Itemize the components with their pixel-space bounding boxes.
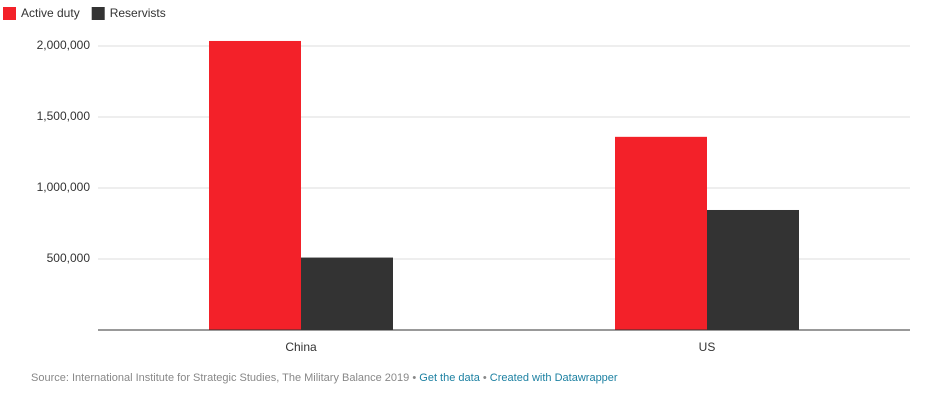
- legend-swatch: [3, 7, 16, 20]
- bar: [615, 136, 707, 330]
- y-tick-label: 1,500,000: [37, 109, 91, 123]
- legend-label: Active duty: [21, 6, 80, 20]
- source: Source: International Institute for Stra…: [31, 372, 410, 384]
- y-tick-label: 500,000: [47, 251, 91, 265]
- legend-swatch: [91, 7, 105, 20]
- x-tick-label: China: [285, 340, 317, 354]
- separator: •: [482, 372, 487, 384]
- bar: [209, 40, 301, 331]
- bar: [301, 257, 393, 330]
- x-tick-label: US: [699, 340, 716, 354]
- separator: •: [412, 372, 417, 384]
- bar: [707, 209, 799, 330]
- get-data-link[interactable]: Get the data: [419, 372, 480, 384]
- footer: Source: International Institute for Stra…: [31, 372, 618, 384]
- legend-label: Reservists: [110, 6, 166, 20]
- credit-link[interactable]: Created with Datawrapper: [489, 372, 618, 384]
- chart: Active duty Reservists 500,000 1,000,000 1,5…: [3, 6, 910, 354]
- y-tick-label: 1,000,000: [37, 180, 91, 194]
- y-tick-label: 2,000,000: [37, 38, 91, 52]
